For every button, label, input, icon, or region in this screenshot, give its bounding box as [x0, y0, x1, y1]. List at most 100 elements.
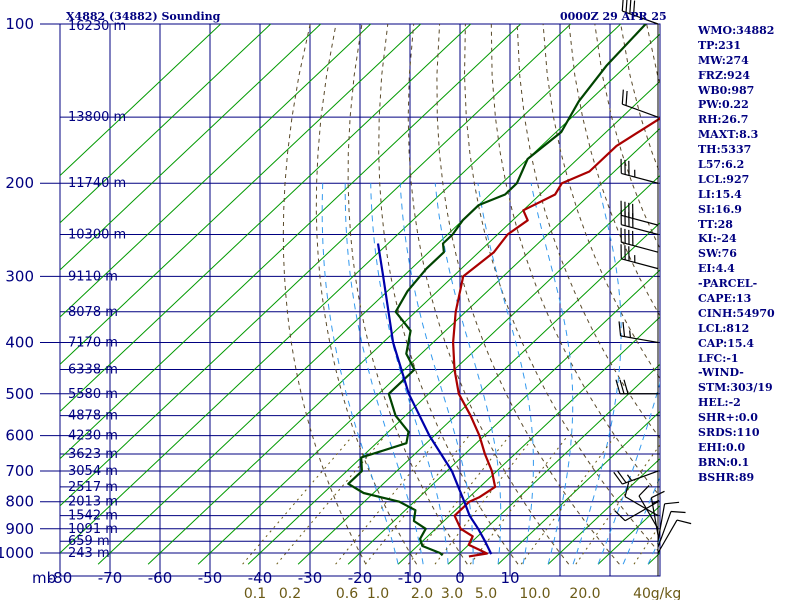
pressure-tick-label: 800	[5, 493, 34, 511]
barb-staff	[620, 335, 659, 344]
isotherm	[147, 80, 660, 565]
barb-feather	[625, 90, 628, 106]
barb-staff	[657, 503, 666, 542]
index-item: LFC:-1	[698, 351, 739, 365]
mixing-ratio-line	[469, 435, 569, 565]
barb-feather	[625, 0, 628, 13]
wind-barb	[618, 321, 659, 344]
barb-feather	[664, 501, 680, 505]
index-item: -PARCEL-	[698, 277, 758, 291]
dewpoint-profile	[347, 24, 647, 557]
mixing-ratio-label: 2.0	[411, 586, 433, 600]
height-label: 16230 m	[68, 19, 126, 34]
index-item: PW:0.22	[698, 98, 749, 112]
barb-feather	[618, 321, 622, 336]
barb-staff	[622, 470, 659, 485]
isotherm	[297, 222, 660, 565]
barb-staff	[638, 495, 659, 530]
mixing-ratio-label: 0.1	[244, 586, 266, 600]
barb-feather	[623, 379, 629, 394]
mixing-ratio-label: 10.0	[519, 586, 550, 600]
pressure-tick-label: 600	[5, 427, 34, 445]
height-label: 243 m	[68, 546, 110, 561]
index-item: CINH:54970	[698, 306, 775, 320]
dry-adiabat	[516, 24, 660, 440]
temperature-tick-label: -50	[198, 569, 223, 587]
dry-adiabat	[436, 24, 620, 565]
wind-barb	[657, 501, 680, 542]
barb-feather	[629, 0, 632, 14]
index-item: CAPE:13	[698, 292, 752, 306]
dry-adiabat	[378, 24, 519, 565]
wind-barb	[620, 227, 659, 253]
index-item: RH:26.7	[698, 113, 749, 127]
wind-barb	[657, 519, 692, 554]
pressure-tick-label: 300	[5, 267, 34, 285]
isotherm	[60, 24, 422, 365]
barb-staff	[621, 214, 659, 226]
index-item: LCL:927	[698, 172, 750, 186]
height-label: 4230 m	[68, 429, 118, 444]
index-item: SHR+:0.0	[698, 411, 758, 425]
mixing-ratio-label: 20.0	[569, 586, 600, 600]
index-item: BRN:0.1	[698, 455, 750, 469]
moist-adiabat	[434, 183, 502, 565]
barb-staff	[622, 103, 659, 118]
isotherm	[347, 269, 660, 565]
index-item: KI:-24	[698, 232, 737, 246]
pressure-tick-label: 700	[5, 462, 34, 480]
height-label: 659 m	[68, 534, 110, 549]
height-label: 2013 m	[68, 495, 118, 510]
temperature-tick-label: -30	[298, 569, 323, 587]
valid-time: 0000Z 29 APR 25	[560, 10, 667, 23]
barb-staff	[657, 519, 678, 554]
barb-staff	[621, 172, 659, 184]
pressure-tick-label: 900	[5, 520, 34, 538]
barb-feather	[614, 510, 626, 522]
mixing-ratio-unit: g/kg	[651, 586, 682, 600]
index-item: L57:6.2	[698, 158, 745, 172]
barb-half-feather	[626, 474, 633, 481]
temperature-tick-label: -20	[348, 569, 373, 587]
barb-feather	[622, 322, 626, 337]
wind-barb-column	[613, 0, 692, 576]
isotherm	[60, 24, 372, 318]
mixing-ratio-label: 5.0	[475, 586, 497, 600]
height-label: 6338 m	[68, 363, 118, 378]
dry-adiabat	[463, 24, 660, 554]
isotherm	[60, 24, 522, 460]
height-label: 13800 m	[68, 110, 126, 125]
pressure-tick-label: 1000	[0, 544, 34, 562]
barb-feather	[619, 379, 625, 394]
moist-adiabat	[344, 183, 424, 565]
height-label: 1542 m	[68, 509, 118, 524]
index-item: SW:76	[698, 247, 737, 261]
height-label: 2517 m	[68, 480, 118, 495]
index-item: MW:274	[698, 53, 749, 67]
barb-feather	[638, 485, 650, 497]
mixing-ratio-label: 40	[633, 586, 651, 600]
temperature-tick-label: -80	[48, 569, 73, 587]
index-item: LI:15.4	[698, 187, 742, 201]
wind-barb	[615, 379, 658, 395]
mixing-ratio-line	[365, 435, 470, 565]
isotherm	[97, 33, 660, 565]
temperature-tick-label: -10	[398, 569, 423, 587]
wind-barb	[624, 482, 659, 517]
mixing-ratio-line	[242, 435, 354, 565]
wind-barb	[620, 210, 659, 236]
temperature-tick-label: 0	[455, 569, 465, 587]
barb-feather	[624, 482, 630, 497]
height-label: 3623 m	[68, 447, 118, 462]
chart-grid	[40, 23, 661, 577]
index-item: LCL:812	[698, 321, 750, 335]
moist-adiabat	[530, 183, 574, 565]
pressure-tick-label: 100	[5, 15, 34, 33]
barb-feather	[651, 490, 665, 499]
isotherm	[197, 127, 660, 565]
dry-adiabat	[407, 24, 570, 565]
barb-staff	[650, 497, 659, 536]
temperature-tick-label: -70	[98, 569, 123, 587]
barb-feather	[676, 519, 692, 525]
